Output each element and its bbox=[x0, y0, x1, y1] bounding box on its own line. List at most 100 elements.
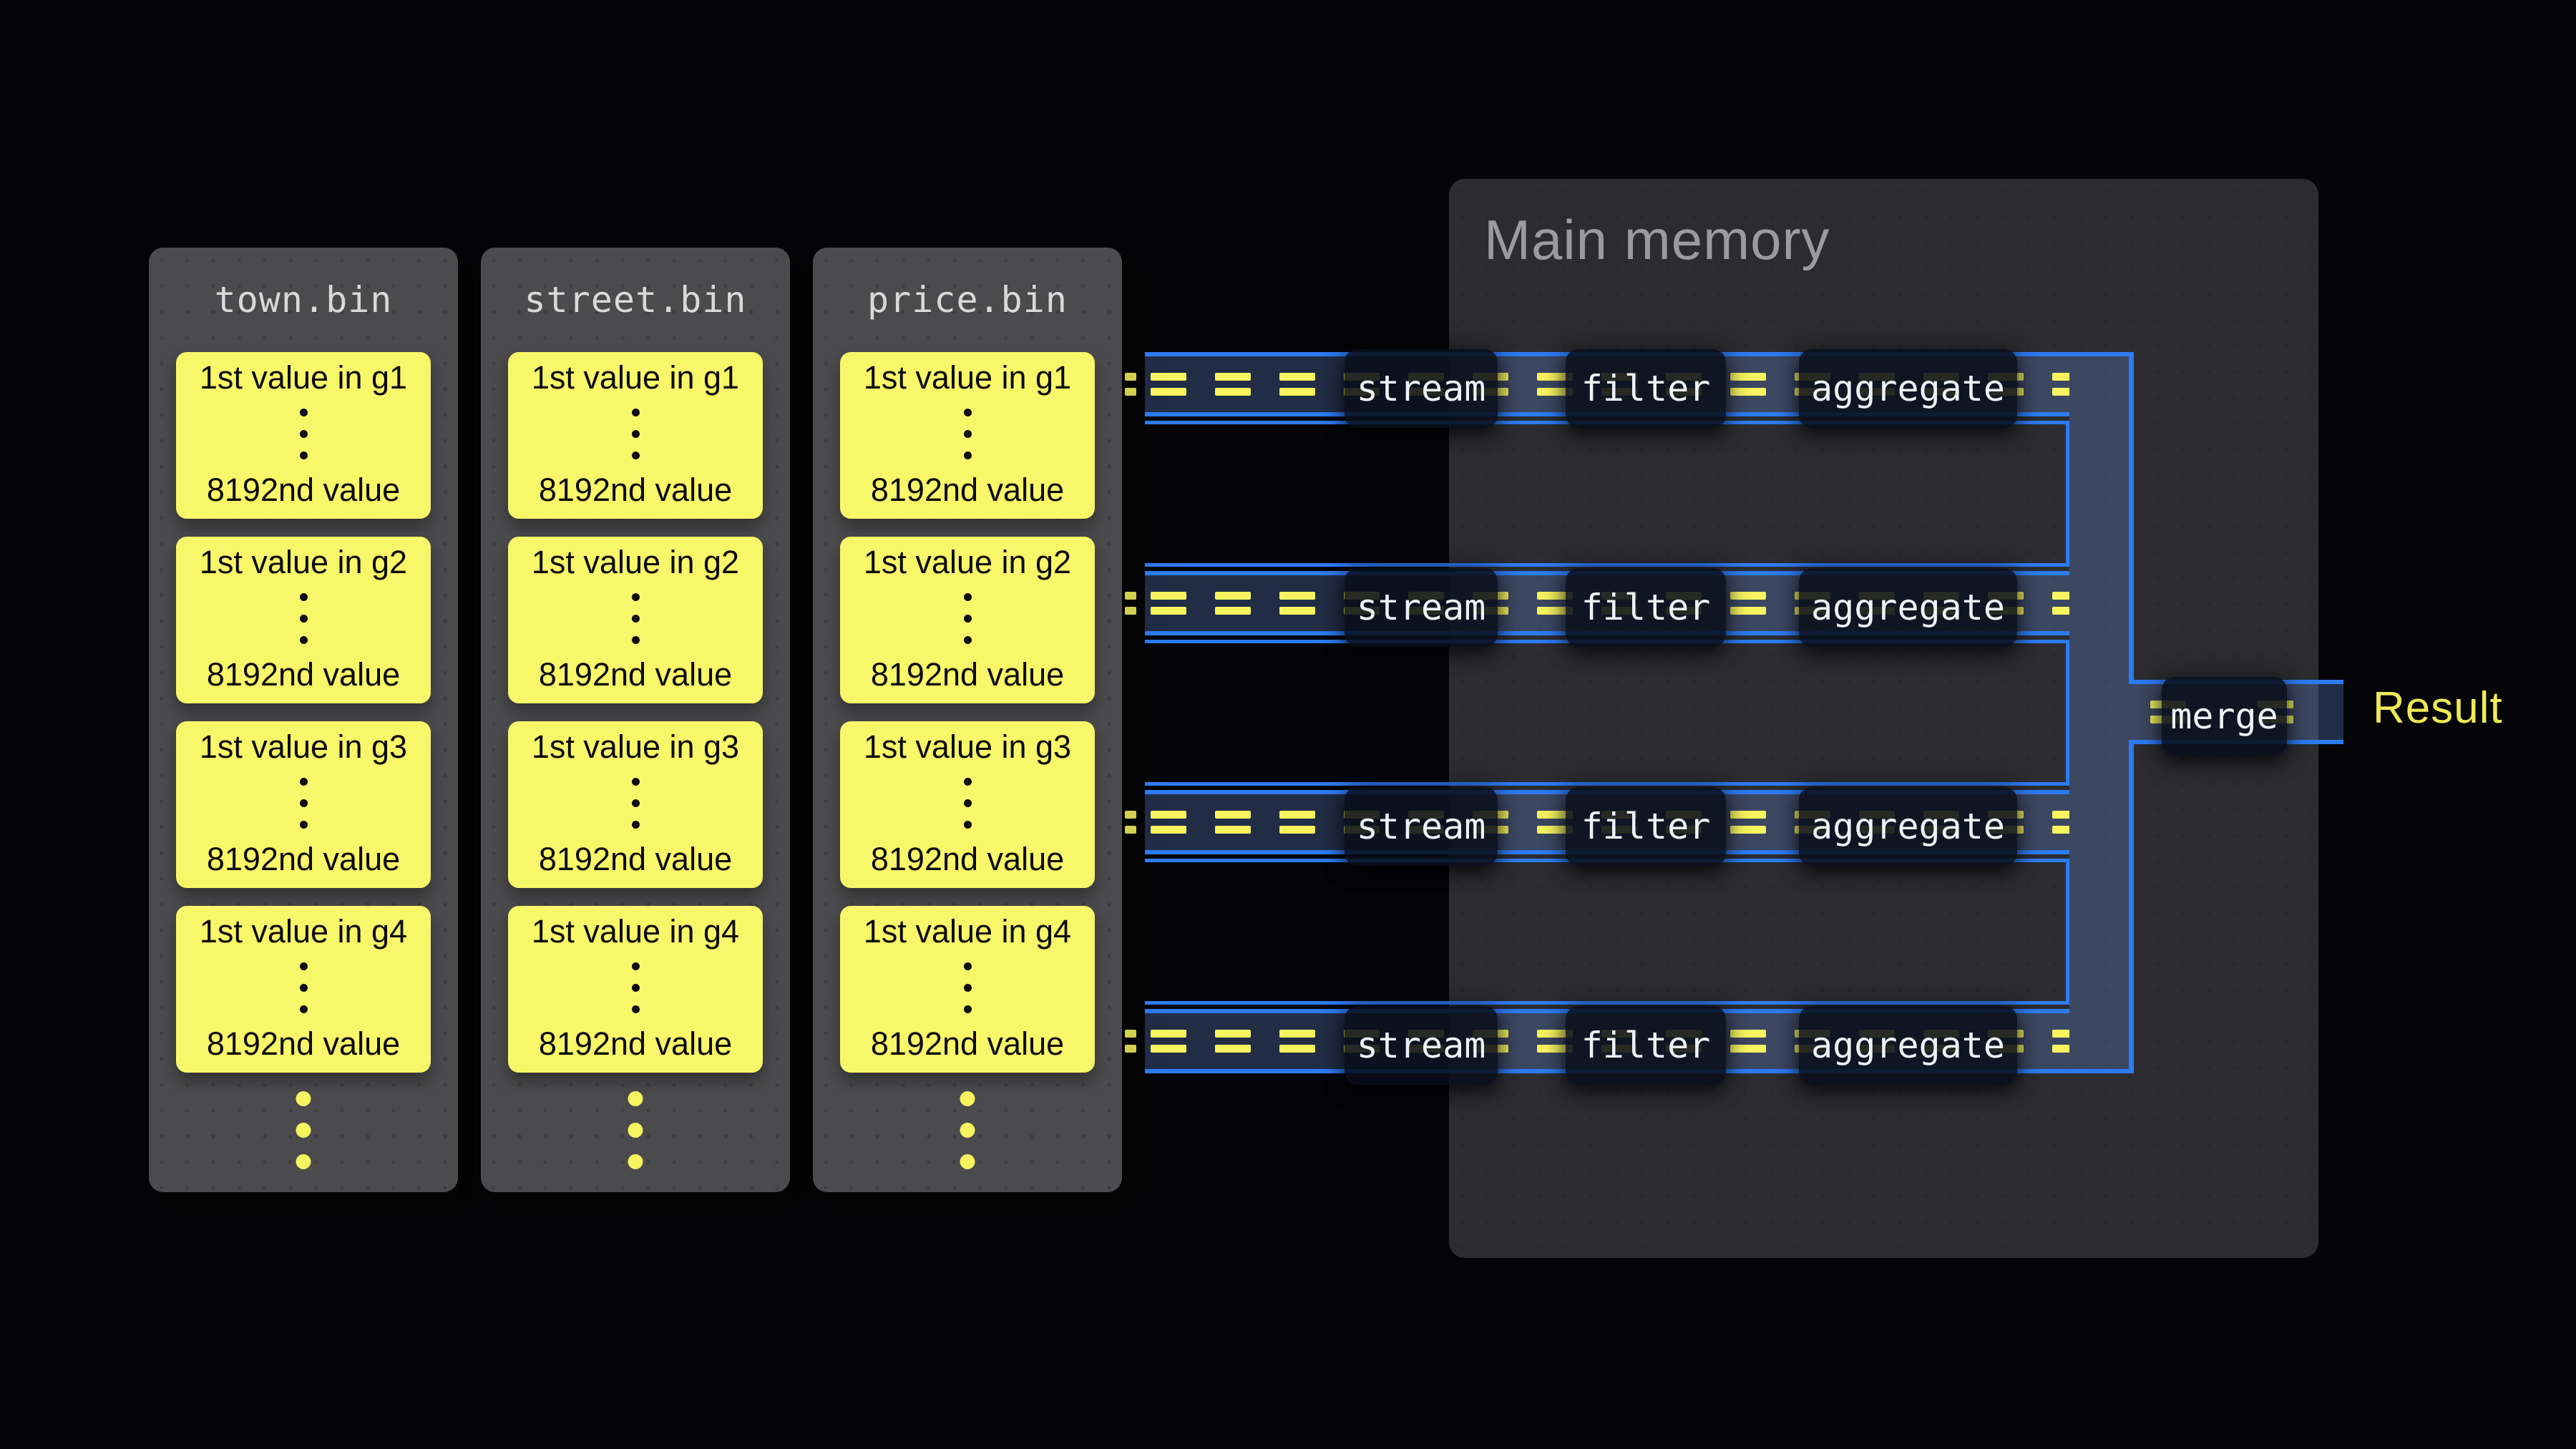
merge-channel bbox=[2069, 352, 2129, 1073]
data-chunk-icon bbox=[1125, 373, 1136, 396]
chunk-last-value-label: 8192nd value bbox=[538, 472, 733, 508]
data-chunk-icon bbox=[1215, 592, 1251, 615]
channel-right-border bbox=[2129, 352, 2134, 680]
data-chunk-icon bbox=[1537, 592, 1573, 615]
operator-label: aggregate bbox=[1811, 368, 2005, 409]
channel-right-border bbox=[2129, 744, 2134, 1073]
chunk-ellipsis-icon bbox=[631, 962, 640, 1013]
data-chunk-icon bbox=[2052, 1030, 2069, 1053]
operator-label: filter bbox=[1581, 368, 1711, 409]
chunk-last-value-label: 8192nd value bbox=[538, 1025, 733, 1062]
lane-gap-buffer bbox=[1145, 421, 2069, 567]
data-chunk-icon bbox=[1215, 1030, 1251, 1053]
data-chunk-icon bbox=[1279, 373, 1315, 396]
chunk-first-value-label: 1st value in g4 bbox=[531, 913, 740, 950]
data-chunk-icon bbox=[1730, 1030, 1766, 1053]
pipeline-lane-4: stream filter aggregate bbox=[1145, 1006, 2069, 1085]
chunk-first-value-label: 1st value in g2 bbox=[531, 544, 740, 580]
value-chunk-cell: 1st value in g4 8192nd value bbox=[840, 906, 1095, 1073]
stream-operator-pill: stream bbox=[1345, 1006, 1498, 1085]
chunk-ellipsis-icon bbox=[963, 778, 972, 829]
column-continuation-dots-icon bbox=[628, 1091, 643, 1169]
chunk-last-value-label: 8192nd value bbox=[206, 841, 401, 877]
data-chunk-icon bbox=[1730, 373, 1766, 396]
chunk-first-value-label: 1st value in g3 bbox=[863, 728, 1072, 765]
chunk-last-value-label: 8192nd value bbox=[538, 841, 733, 877]
file-title: town.bin bbox=[214, 279, 393, 321]
data-chunk-icon bbox=[1125, 811, 1136, 834]
operator-label: filter bbox=[1581, 1025, 1711, 1066]
data-chunk-icon bbox=[1151, 373, 1186, 396]
operator-label: stream bbox=[1356, 1025, 1486, 1066]
stream-operator-pill: stream bbox=[1345, 349, 1498, 428]
channel-top-border bbox=[2069, 352, 2134, 356]
chunk-first-value-label: 1st value in g1 bbox=[863, 359, 1072, 396]
filter-operator-pill: filter bbox=[1566, 349, 1726, 428]
file-title: price.bin bbox=[867, 279, 1068, 321]
value-chunk-cell: 1st value in g2 8192nd value bbox=[176, 537, 431, 703]
chunk-ellipsis-icon bbox=[963, 962, 972, 1013]
chunk-last-value-label: 8192nd value bbox=[538, 656, 733, 693]
chunk-last-value-label: 8192nd value bbox=[206, 656, 401, 693]
value-chunk-cell: 1st value in g2 8192nd value bbox=[508, 537, 763, 703]
aggregate-operator-pill: aggregate bbox=[1799, 1006, 2017, 1085]
value-chunk-cell: 1st value in g3 8192nd value bbox=[840, 721, 1095, 888]
data-chunk-icon bbox=[1279, 1030, 1315, 1053]
column-continuation-dots-icon bbox=[960, 1091, 975, 1169]
chunk-ellipsis-icon bbox=[299, 409, 308, 459]
value-chunk-cell: 1st value in g4 8192nd value bbox=[176, 906, 431, 1073]
data-chunk-icon bbox=[1730, 592, 1766, 615]
stream-operator-pill: stream bbox=[1345, 787, 1498, 866]
aggregate-operator-pill: aggregate bbox=[1799, 349, 2017, 428]
data-chunk-icon bbox=[1151, 1030, 1186, 1053]
file-column-town: town.bin 1st value in g1 8192nd value 1s… bbox=[149, 248, 458, 1192]
data-chunk-icon bbox=[1537, 373, 1573, 396]
data-chunk-icon bbox=[1215, 373, 1251, 396]
filter-operator-pill: filter bbox=[1566, 787, 1726, 866]
operator-label: filter bbox=[1581, 806, 1711, 847]
chunk-first-value-label: 1st value in g2 bbox=[199, 544, 408, 580]
data-chunk-icon bbox=[1151, 811, 1186, 834]
operator-label: stream bbox=[1356, 587, 1486, 628]
chunk-ellipsis-icon bbox=[299, 778, 308, 829]
operator-label: stream bbox=[1356, 806, 1486, 847]
aggregate-operator-pill: aggregate bbox=[1799, 568, 2017, 647]
data-chunk-icon bbox=[1537, 1030, 1573, 1053]
chunk-ellipsis-icon bbox=[963, 593, 972, 644]
value-chunk-cell: 1st value in g2 8192nd value bbox=[840, 537, 1095, 703]
lane-gap-buffer bbox=[1145, 640, 2069, 786]
operator-label: filter bbox=[1581, 587, 1711, 628]
chunk-ellipsis-icon bbox=[299, 962, 308, 1013]
chunk-ellipsis-icon bbox=[631, 409, 640, 459]
data-chunk-icon bbox=[1279, 811, 1315, 834]
filter-operator-pill: filter bbox=[1566, 1006, 1726, 1085]
merge-output-band: merge bbox=[2129, 677, 2343, 756]
file-column-price: price.bin 1st value in g1 8192nd value 1… bbox=[813, 248, 1122, 1192]
data-chunk-icon bbox=[1125, 592, 1136, 615]
column-continuation-dots-icon bbox=[296, 1091, 311, 1169]
stream-operator-pill: stream bbox=[1345, 568, 1498, 647]
pipeline-lane-3: stream filter aggregate bbox=[1145, 787, 2069, 866]
chunk-last-value-label: 8192nd value bbox=[206, 472, 401, 508]
file-title: street.bin bbox=[524, 279, 747, 321]
operator-label: aggregate bbox=[1811, 1025, 2005, 1066]
file-column-street: street.bin 1st value in g1 8192nd value … bbox=[481, 248, 790, 1192]
chunk-first-value-label: 1st value in g1 bbox=[199, 359, 408, 396]
operator-label: aggregate bbox=[1811, 587, 2005, 628]
chunk-first-value-label: 1st value in g4 bbox=[863, 913, 1072, 950]
merge-operator-pill: merge bbox=[2162, 677, 2287, 756]
data-chunk-icon bbox=[2052, 811, 2069, 834]
result-label: Result bbox=[2373, 683, 2503, 733]
data-chunk-icon bbox=[2052, 373, 2069, 396]
pipeline-lane-1: stream filter aggregate bbox=[1145, 349, 2069, 428]
chunk-last-value-label: 8192nd value bbox=[870, 1025, 1065, 1062]
value-chunk-cell: 1st value in g1 8192nd value bbox=[840, 352, 1095, 519]
value-chunk-cell: 1st value in g1 8192nd value bbox=[508, 352, 763, 519]
chunk-last-value-label: 8192nd value bbox=[870, 656, 1065, 693]
value-chunk-cell: 1st value in g4 8192nd value bbox=[508, 906, 763, 1073]
chunk-last-value-label: 8192nd value bbox=[870, 841, 1065, 877]
pipeline-lane-2: stream filter aggregate bbox=[1145, 568, 2069, 647]
lane-gap-buffer bbox=[1145, 859, 2069, 1005]
value-chunk-cell: 1st value in g3 8192nd value bbox=[176, 721, 431, 888]
